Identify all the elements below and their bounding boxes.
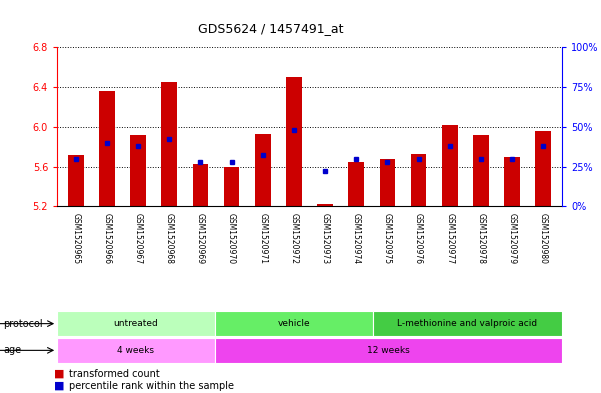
Text: GSM1520973: GSM1520973 (320, 213, 329, 264)
Text: GSM1520967: GSM1520967 (133, 213, 142, 264)
Bar (286, 77, 302, 206)
Bar (411, 154, 426, 206)
Text: L-methionine and valproic acid: L-methionine and valproic acid (397, 319, 537, 328)
Bar (535, 131, 551, 206)
Bar (317, 204, 333, 206)
Text: GSM1520977: GSM1520977 (445, 213, 454, 264)
Text: ■: ■ (54, 369, 64, 379)
Text: GSM1520976: GSM1520976 (414, 213, 423, 264)
Text: GSM1520974: GSM1520974 (352, 213, 361, 264)
Bar (504, 156, 520, 206)
Text: untreated: untreated (114, 319, 158, 328)
Text: GSM1520968: GSM1520968 (165, 213, 174, 264)
Bar (162, 82, 177, 206)
Bar (215, 338, 562, 363)
Text: 4 weeks: 4 weeks (117, 346, 154, 355)
Bar (193, 163, 208, 206)
Bar (68, 154, 84, 206)
Text: GDS5624 / 1457491_at: GDS5624 / 1457491_at (198, 22, 344, 35)
Bar (130, 135, 146, 206)
Text: GSM1520975: GSM1520975 (383, 213, 392, 264)
Bar (349, 162, 364, 206)
Text: GSM1520980: GSM1520980 (538, 213, 548, 264)
Text: GSM1520965: GSM1520965 (72, 213, 81, 264)
Text: ■: ■ (54, 381, 64, 391)
Text: GSM1520979: GSM1520979 (508, 213, 517, 264)
Bar (224, 167, 239, 206)
Bar (215, 311, 373, 336)
Text: protocol: protocol (3, 319, 43, 329)
Text: GSM1520970: GSM1520970 (227, 213, 236, 264)
Text: GSM1520969: GSM1520969 (196, 213, 205, 264)
Text: 12 weeks: 12 weeks (367, 346, 410, 355)
Text: age: age (3, 345, 21, 355)
Text: GSM1520972: GSM1520972 (290, 213, 299, 264)
Text: GSM1520971: GSM1520971 (258, 213, 267, 264)
Bar (255, 134, 270, 206)
Text: GSM1520978: GSM1520978 (477, 213, 486, 264)
Bar (380, 159, 395, 206)
Text: vehicle: vehicle (278, 319, 310, 328)
Bar (442, 125, 457, 206)
Text: GSM1520966: GSM1520966 (102, 213, 111, 264)
Bar (57, 311, 215, 336)
Bar (57, 338, 215, 363)
Bar (99, 91, 115, 206)
Bar (373, 311, 562, 336)
Bar (473, 135, 489, 206)
Text: percentile rank within the sample: percentile rank within the sample (69, 381, 234, 391)
Text: transformed count: transformed count (69, 369, 160, 379)
